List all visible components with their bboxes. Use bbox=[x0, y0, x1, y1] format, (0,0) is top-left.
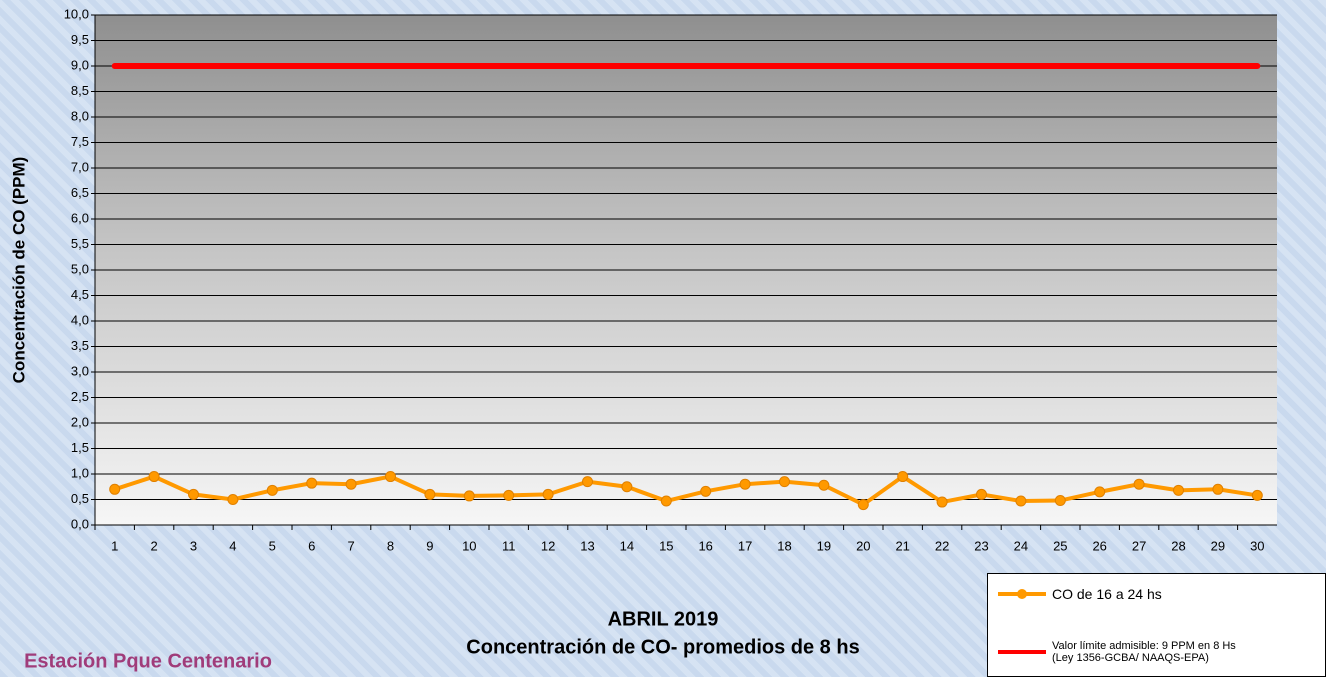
marker bbox=[740, 479, 750, 489]
legend-swatch bbox=[998, 650, 1046, 654]
marker bbox=[780, 477, 790, 487]
marker bbox=[898, 472, 908, 482]
legend-marker bbox=[1017, 589, 1027, 599]
y-axis-label: Concentración de CO (PPM) bbox=[9, 157, 28, 384]
marker bbox=[110, 484, 120, 494]
marker bbox=[228, 495, 238, 505]
x-tick-label: 7 bbox=[347, 538, 354, 553]
x-tick-label: 28 bbox=[1171, 538, 1185, 553]
x-tick-label: 6 bbox=[308, 538, 315, 553]
y-tick-label: 1,5 bbox=[71, 440, 89, 455]
marker bbox=[386, 472, 396, 482]
marker bbox=[1174, 485, 1184, 495]
y-tick-label: 9,5 bbox=[71, 32, 89, 47]
marker bbox=[1134, 479, 1144, 489]
marker bbox=[425, 489, 435, 499]
x-tick-label: 13 bbox=[580, 538, 594, 553]
x-tick-label: 17 bbox=[738, 538, 752, 553]
marker bbox=[149, 472, 159, 482]
x-tick-label: 21 bbox=[895, 538, 909, 553]
marker bbox=[1016, 496, 1026, 506]
x-tick-label: 11 bbox=[502, 538, 516, 553]
x-tick-label: 15 bbox=[659, 538, 673, 553]
y-tick-label: 2,0 bbox=[71, 414, 89, 429]
y-tick-label: 0,5 bbox=[71, 491, 89, 506]
marker bbox=[307, 478, 317, 488]
legend-entry: Valor límite admisible: 9 PPM en 8 Hs (L… bbox=[998, 640, 1236, 664]
y-tick-label: 6,5 bbox=[71, 185, 89, 200]
x-tick-label: 18 bbox=[777, 538, 791, 553]
x-tick-label: 8 bbox=[387, 538, 394, 553]
y-tick-label: 9,0 bbox=[71, 57, 89, 72]
legend-swatch bbox=[998, 592, 1046, 596]
x-tick-label: 5 bbox=[269, 538, 276, 553]
x-tick-label: 9 bbox=[426, 538, 433, 553]
x-tick-label: 14 bbox=[620, 538, 634, 553]
y-tick-label: 0,0 bbox=[71, 516, 89, 531]
legend-label: CO de 16 a 24 hs bbox=[1052, 586, 1162, 602]
marker bbox=[543, 489, 553, 499]
y-tick-label: 4,0 bbox=[71, 312, 89, 327]
marker bbox=[701, 486, 711, 496]
x-tick-label: 16 bbox=[698, 538, 712, 553]
marker bbox=[583, 477, 593, 487]
x-tick-label: 30 bbox=[1250, 538, 1264, 553]
x-tick-label: 23 bbox=[974, 538, 988, 553]
x-tick-label: 25 bbox=[1053, 538, 1067, 553]
x-tick-label: 2 bbox=[150, 538, 157, 553]
legend-label: Valor límite admisible: 9 PPM en 8 Hs (L… bbox=[1052, 640, 1236, 664]
x-tick-label: 10 bbox=[462, 538, 476, 553]
y-tick-label: 5,5 bbox=[71, 236, 89, 251]
x-tick-label: 12 bbox=[541, 538, 555, 553]
x-tick-label: 22 bbox=[935, 538, 949, 553]
x-tick-label: 26 bbox=[1092, 538, 1106, 553]
marker bbox=[267, 485, 277, 495]
marker bbox=[1213, 484, 1223, 494]
marker bbox=[977, 489, 987, 499]
x-tick-label: 3 bbox=[190, 538, 197, 553]
x-tick-label: 27 bbox=[1132, 538, 1146, 553]
station-label: Estación Pque Centenario bbox=[24, 650, 272, 672]
y-tick-label: 7,5 bbox=[71, 134, 89, 149]
marker bbox=[504, 490, 514, 500]
y-tick-label: 4,5 bbox=[71, 287, 89, 302]
marker bbox=[189, 489, 199, 499]
marker bbox=[819, 480, 829, 490]
x-tick-label: 1 bbox=[111, 538, 118, 553]
marker bbox=[937, 497, 947, 507]
chart-title: ABRIL 2019 bbox=[608, 608, 719, 630]
y-tick-label: 5,0 bbox=[71, 261, 89, 276]
marker bbox=[346, 479, 356, 489]
y-tick-label: 3,0 bbox=[71, 363, 89, 378]
marker bbox=[1252, 490, 1262, 500]
x-tick-label: 20 bbox=[856, 538, 870, 553]
legend-entry: CO de 16 a 24 hs bbox=[998, 586, 1162, 602]
legend: CO de 16 a 24 hs Valor límite admisible: … bbox=[987, 573, 1326, 677]
marker bbox=[464, 491, 474, 501]
chart-subtitle: Concentración de CO- promedios de 8 hs bbox=[466, 636, 859, 658]
marker bbox=[661, 496, 671, 506]
marker bbox=[622, 482, 632, 492]
marker bbox=[1055, 496, 1065, 506]
x-tick-label: 19 bbox=[817, 538, 831, 553]
x-tick-label: 4 bbox=[229, 538, 236, 553]
y-tick-label: 7,0 bbox=[71, 159, 89, 174]
page: ABRIL 2019 Concentración de CO- promedio… bbox=[0, 0, 1326, 677]
x-tick-label: 24 bbox=[1014, 538, 1028, 553]
y-tick-label: 6,0 bbox=[71, 210, 89, 225]
y-tick-label: 10,0 bbox=[64, 6, 89, 21]
y-tick-label: 2,5 bbox=[71, 389, 89, 404]
y-tick-label: 1,0 bbox=[71, 465, 89, 480]
y-tick-label: 3,5 bbox=[71, 338, 89, 353]
x-tick-label: 29 bbox=[1211, 538, 1225, 553]
marker bbox=[1095, 487, 1105, 497]
marker bbox=[858, 500, 868, 510]
y-tick-label: 8,5 bbox=[71, 83, 89, 98]
y-tick-label: 8,0 bbox=[71, 108, 89, 123]
